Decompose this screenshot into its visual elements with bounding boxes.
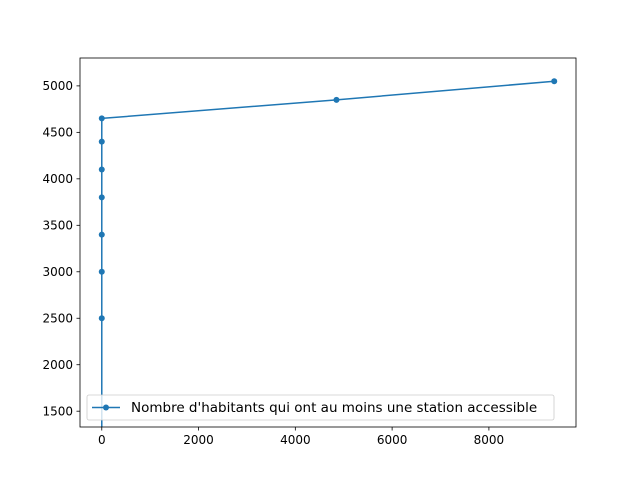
- data-point: [98, 315, 105, 322]
- data-point: [98, 231, 105, 238]
- y-tick-label: 4500: [42, 126, 73, 140]
- series-layer: [98, 78, 558, 427]
- x-tick-label: 4000: [280, 433, 311, 447]
- data-point: [98, 194, 105, 201]
- data-point: [98, 115, 105, 122]
- legend-label: Nombre d'habitants qui ont au moins une …: [131, 400, 537, 416]
- y-tick-label: 2500: [42, 312, 73, 326]
- legend-marker-sample: [103, 404, 109, 411]
- y-tick-label: 5000: [42, 79, 73, 93]
- x-axis-ticks: 0 2000 4000 6000 8000: [98, 427, 504, 447]
- x-tick-label: 8000: [474, 433, 505, 447]
- data-point: [98, 166, 105, 173]
- y-tick-label: 3000: [42, 265, 73, 279]
- data-point: [551, 78, 558, 85]
- x-tick-label: 2000: [183, 433, 214, 447]
- y-tick-label: 3500: [42, 219, 73, 233]
- legend: Nombre d'habitants qui ont au moins une …: [86, 394, 555, 421]
- plot-frame: [79, 57, 577, 428]
- y-tick-label: 1500: [42, 404, 73, 418]
- y-tick-label: 4000: [42, 172, 73, 186]
- y-axis-ticks: 1500 2000 2500 3000 3500 4000 4500 5000: [42, 79, 80, 418]
- legend-box: [86, 394, 555, 421]
- y-tick-label: 2000: [42, 358, 73, 372]
- data-point: [98, 268, 105, 275]
- data-point: [333, 96, 340, 103]
- x-tick-label: 6000: [377, 433, 408, 447]
- data-point: [98, 138, 105, 145]
- x-tick-label: 0: [98, 433, 106, 447]
- series-line: [101, 80, 555, 427]
